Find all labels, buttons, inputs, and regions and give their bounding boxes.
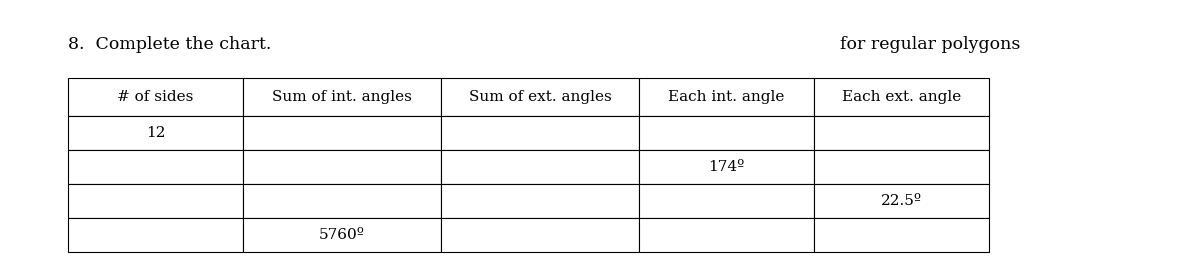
Text: 174º: 174º [708, 160, 745, 174]
Text: Sum of ext. angles: Sum of ext. angles [469, 90, 611, 104]
Text: Sum of int. angles: Sum of int. angles [272, 90, 412, 104]
Bar [242, 150, 442, 184]
Text: Each ext. angle: Each ext. angle [842, 90, 961, 104]
Bar [442, 184, 640, 218]
Bar [68, 218, 242, 252]
Text: 8.  Complete the chart.: 8. Complete the chart. [68, 36, 271, 53]
Text: Each int. angle: Each int. angle [668, 90, 785, 104]
Bar [814, 78, 989, 116]
Bar [640, 150, 814, 184]
Text: # of sides: # of sides [118, 90, 193, 104]
Bar [442, 116, 640, 150]
Bar [242, 78, 442, 116]
Bar [442, 218, 640, 252]
Bar [68, 78, 242, 116]
Bar [814, 218, 989, 252]
Bar [68, 150, 242, 184]
Text: 12: 12 [145, 126, 166, 140]
Bar [814, 184, 989, 218]
Bar [242, 218, 442, 252]
Bar [242, 116, 442, 150]
Bar [814, 150, 989, 184]
Bar [442, 150, 640, 184]
Bar [640, 78, 814, 116]
Bar [242, 184, 442, 218]
Text: 22.5º: 22.5º [881, 194, 922, 208]
Text: 5760º: 5760º [319, 228, 365, 242]
Bar [442, 78, 640, 116]
Bar [68, 116, 242, 150]
Bar [640, 184, 814, 218]
Bar [814, 116, 989, 150]
Text: for regular polygons: for regular polygons [840, 36, 1020, 53]
Bar [640, 116, 814, 150]
Bar [640, 218, 814, 252]
Bar [68, 184, 242, 218]
